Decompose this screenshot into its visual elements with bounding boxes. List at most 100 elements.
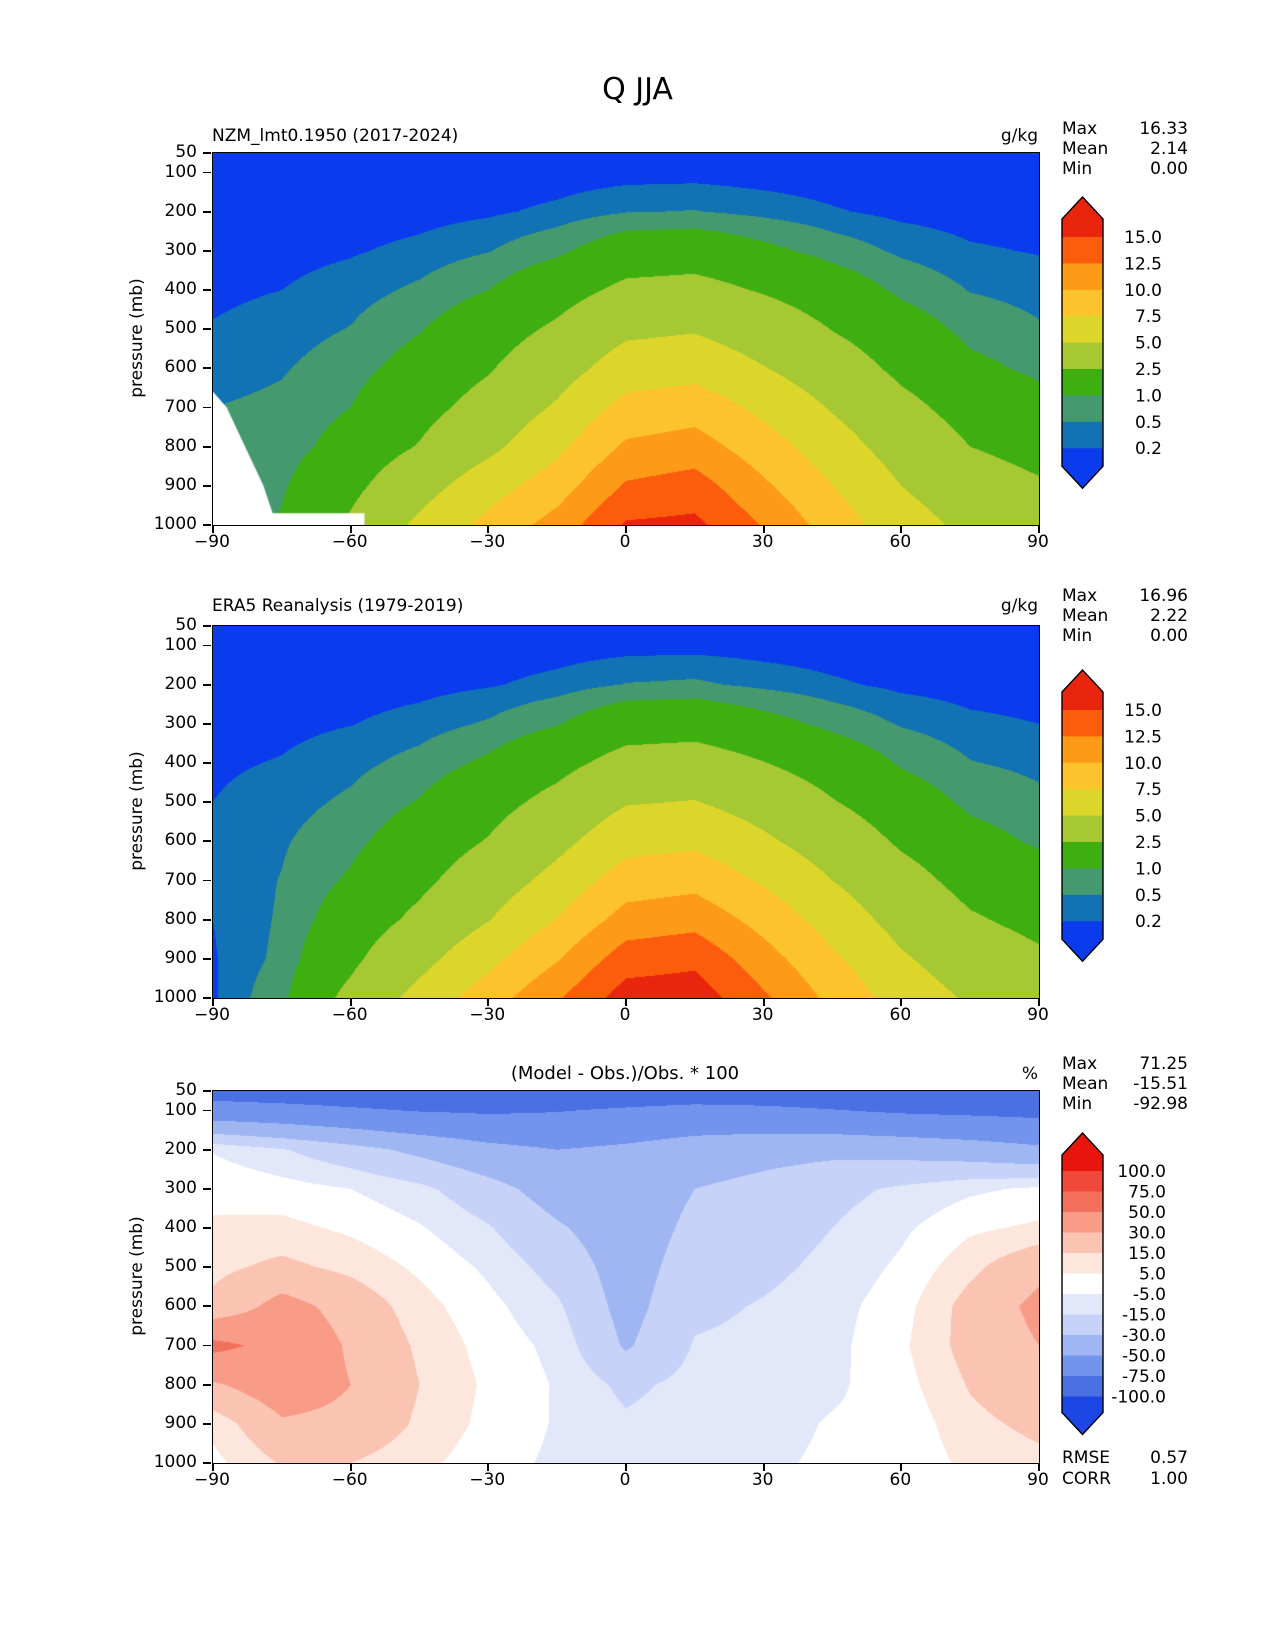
colorbar-q-era5: 15.0 12.5 10.0 7.5 5.0 2.5 1.0 0.5 0.2 (1061, 668, 1162, 963)
y-tick-label: 200 (164, 200, 197, 221)
y-tick-label: 600 (164, 830, 197, 851)
svg-text:5.0: 5.0 (1135, 334, 1162, 354)
stat-label: Min (1062, 626, 1093, 646)
svg-text:12.5: 12.5 (1124, 727, 1162, 747)
y-tick-label: 1000 (153, 514, 197, 534)
svg-text:30.0: 30.0 (1128, 1224, 1166, 1244)
x-tick-label: −90 (194, 1470, 230, 1490)
y-tick-mark (203, 879, 211, 882)
x-tick-label: 30 (751, 1005, 774, 1025)
y-tick-mark (203, 683, 211, 686)
x-tick-mark (625, 998, 627, 1006)
svg-text:5.0: 5.0 (1139, 1265, 1166, 1285)
y-tick-label: 100 (164, 1099, 197, 1120)
y-tick-label: 50 (175, 1080, 197, 1100)
stat-row: Min -92.98 (1062, 1094, 1188, 1114)
stat-row: Mean 2.14 (1062, 139, 1188, 159)
stat-row: Max 16.33 (1062, 119, 1188, 139)
x-tick-label: −30 (469, 1470, 506, 1490)
x-tick-mark (487, 1463, 490, 1471)
stat-value: 16.33 (1139, 119, 1188, 139)
panel-3-units: % (1021, 1064, 1038, 1084)
y-axis-label: pressure (mb) (127, 278, 147, 398)
x-tick-label: −60 (331, 1005, 368, 1025)
stat-label: Min (1062, 1094, 1093, 1114)
y-tick-label: 900 (164, 474, 197, 495)
y-tick-label: 300 (164, 239, 197, 260)
y-tick-label: 1000 (153, 1452, 197, 1472)
svg-text:-100.0: -100.0 (1111, 1388, 1166, 1408)
y-tick-mark (203, 801, 211, 804)
contour-canvas-diff (213, 1091, 1039, 1463)
x-tick-mark (349, 998, 352, 1006)
x-tick-label: 90 (1027, 1470, 1049, 1490)
y-tick-mark (203, 445, 211, 448)
y-tick-label: 600 (164, 1295, 197, 1316)
stat-row: CORR 1.00 (1062, 1469, 1188, 1490)
stat-value: -92.98 (1133, 1094, 1188, 1114)
y-tick-mark (203, 957, 211, 960)
y-axis-label: pressure (mb) (127, 751, 147, 871)
x-tick-label: 90 (1027, 532, 1049, 552)
y-tick-mark (203, 1422, 211, 1425)
x-tick-mark (625, 1463, 627, 1471)
y-tick-mark (203, 1109, 211, 1112)
y-tick-label: 200 (164, 673, 197, 694)
y-tick-label: 700 (164, 869, 197, 890)
stat-row: Max 71.25 (1062, 1054, 1188, 1074)
x-tick-label: −30 (469, 1005, 506, 1025)
x-tick-label: 60 (889, 1470, 912, 1490)
y-tick-label: 900 (164, 1412, 197, 1433)
svg-text:50.0: 50.0 (1128, 1203, 1166, 1223)
colorbar-q-model: 15.0 12.5 10.0 7.5 5.0 2.5 1.0 0.5 0.2 (1061, 195, 1162, 490)
stat-label: Max (1062, 1054, 1098, 1074)
y-tick-label: 800 (164, 435, 197, 456)
stat-value: -15.51 (1133, 1074, 1188, 1094)
y-tick-mark (203, 762, 211, 764)
x-tick-mark (349, 525, 352, 533)
y-tick-mark (203, 1227, 211, 1229)
stat-label: CORR (1062, 1469, 1111, 1489)
svg-text:-15.0: -15.0 (1122, 1306, 1166, 1326)
x-tick-label: −60 (331, 532, 368, 552)
contour-plot-era5 (203, 625, 1040, 1006)
svg-text:7.5: 7.5 (1135, 307, 1162, 327)
panel-1-title: NZM_lmt0.1950 (2017-2024) (212, 126, 459, 146)
x-tick-mark (625, 525, 627, 533)
y-axis-label: pressure (mb) (127, 1216, 147, 1336)
x-tick-mark (1038, 525, 1040, 533)
y-tick-mark (203, 210, 211, 213)
stat-value: 2.22 (1150, 606, 1188, 626)
svg-text:15.0: 15.0 (1124, 228, 1162, 248)
x-tick-mark (900, 525, 903, 533)
stat-row: Min 0.00 (1062, 626, 1188, 646)
y-tick-label: 800 (164, 908, 197, 929)
y-tick-mark (203, 524, 211, 526)
svg-text:0.2: 0.2 (1135, 439, 1162, 459)
y-tick-label: 100 (164, 634, 197, 655)
y-tick-label: 700 (164, 396, 197, 417)
stat-row: Min 0.00 (1062, 159, 1188, 179)
x-tick-label: 60 (889, 1005, 912, 1025)
y-tick-mark (203, 1266, 211, 1269)
x-tick-label: 0 (619, 532, 631, 552)
x-tick-label: −60 (331, 1470, 368, 1490)
y-tick-label: 400 (164, 279, 197, 300)
y-tick-mark (203, 1187, 211, 1190)
y-tick-mark (203, 997, 211, 999)
contour-canvas-era5 (213, 626, 1039, 998)
stat-value: 1.00 (1150, 1469, 1188, 1489)
x-tick-label: 60 (889, 532, 912, 552)
x-tick-label: −90 (194, 532, 230, 552)
stat-label: Max (1062, 586, 1098, 606)
stat-value: 71.25 (1139, 1054, 1188, 1074)
y-tick-mark (203, 171, 211, 174)
y-tick-mark (203, 1462, 211, 1464)
stat-value: 2.14 (1150, 139, 1188, 159)
stat-value: 0.00 (1150, 159, 1188, 179)
y-tick-mark (203, 1148, 211, 1151)
x-tick-mark (487, 525, 490, 533)
stat-label: Mean (1062, 606, 1109, 626)
y-tick-mark (203, 1383, 211, 1386)
